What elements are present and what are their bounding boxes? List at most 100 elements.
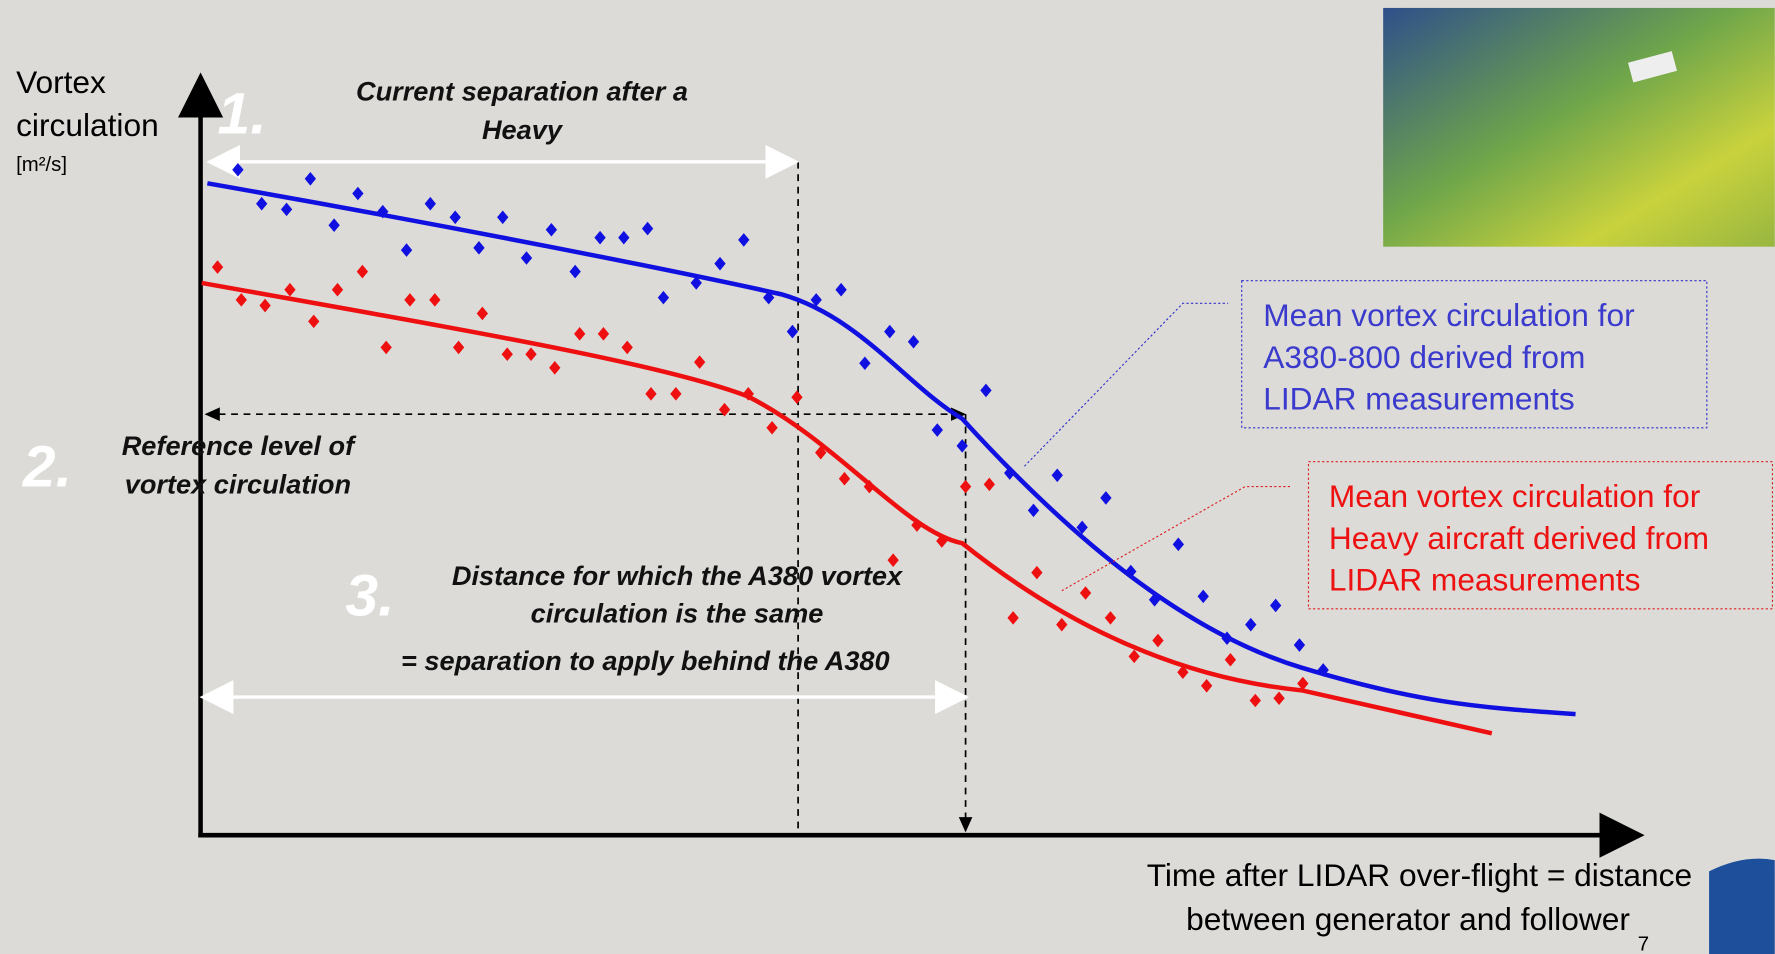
data-point (452, 340, 465, 355)
step-number: 1. (218, 82, 267, 147)
data-point (259, 298, 271, 313)
annotation: Distance for which the A380 vortex (452, 560, 904, 591)
data-point (284, 282, 296, 297)
data-point (690, 276, 702, 290)
data-point (328, 218, 340, 232)
data-point (956, 439, 968, 453)
data-point (280, 202, 293, 217)
annotation: Reference level of (122, 430, 357, 461)
data-point (1197, 589, 1209, 604)
y-unit: [m²/s] (16, 154, 67, 176)
data-point (211, 260, 224, 274)
data-point (1031, 565, 1043, 580)
heavy-leader (1061, 486, 1291, 592)
data-point (1273, 691, 1285, 706)
data-point (907, 334, 920, 349)
legend-line: LIDAR measurements (1329, 562, 1641, 598)
data-point (569, 264, 581, 279)
data-point (1076, 520, 1088, 535)
data-point (738, 233, 750, 247)
data-point (714, 256, 726, 271)
y-label: circulation (16, 107, 159, 143)
data-point (352, 186, 364, 201)
data-point (429, 293, 441, 307)
data-point (400, 243, 413, 257)
data-point (331, 282, 344, 297)
data-point (1148, 592, 1161, 607)
data-point (501, 347, 513, 362)
data-point (1104, 611, 1117, 625)
data-point (1079, 586, 1092, 600)
data-point (549, 361, 561, 375)
data-point (256, 196, 268, 211)
data-point (1293, 638, 1306, 652)
data-point (380, 340, 392, 355)
guide-lines (204, 161, 973, 836)
legend-line: LIDAR measurements (1263, 381, 1575, 417)
data-point (670, 387, 682, 401)
data-point (959, 479, 972, 494)
data-point (980, 383, 992, 398)
data-point (838, 471, 851, 486)
data-point (1007, 611, 1019, 625)
data-point (1128, 649, 1140, 664)
heavy-legend-box (1307, 461, 1774, 610)
data-point (1245, 617, 1257, 632)
annotation: = separation to apply behind the A380 (401, 645, 890, 676)
data-point (835, 282, 847, 297)
data-point (404, 293, 416, 307)
data-point (766, 420, 778, 435)
data-point (308, 314, 320, 329)
data-point (497, 210, 509, 225)
data-point (931, 423, 943, 437)
data-point (597, 327, 610, 341)
data-point (1027, 503, 1040, 518)
annotation: Heavy (482, 114, 564, 145)
data-point (525, 347, 537, 362)
legend-line: Mean vortex circulation for (1329, 478, 1701, 514)
data-point (887, 553, 899, 567)
legend-line: Mean vortex circulation for (1263, 297, 1635, 333)
data-point (1152, 633, 1164, 648)
legend-line: A380-800 derived from (1263, 339, 1585, 375)
data-point (1056, 617, 1068, 632)
x-label: Time after LIDAR over-flight = distance (1147, 857, 1692, 893)
step-number: 2. (22, 435, 72, 500)
data-point (641, 221, 654, 236)
data-point (1224, 652, 1237, 667)
heavy-curve (201, 280, 1493, 736)
data-point (476, 306, 489, 321)
data-point (645, 387, 657, 401)
legend-line: Heavy aircraft derived from (1329, 520, 1709, 556)
data-point (449, 210, 461, 225)
annotation: circulation is the same (531, 597, 824, 628)
data-point (356, 264, 369, 279)
data-point (983, 477, 996, 492)
a380-leader (1024, 302, 1229, 467)
data-point (621, 340, 633, 355)
logo (1709, 858, 1775, 954)
a380-curve (206, 181, 1576, 717)
data-point (1249, 693, 1261, 708)
data-point (424, 196, 436, 211)
photo (1383, 7, 1775, 247)
y-label: Vortex (16, 64, 106, 100)
data-point (520, 251, 533, 265)
data-point (1177, 665, 1189, 680)
data-point (1270, 598, 1282, 613)
data-point (693, 355, 706, 369)
data-point (232, 162, 244, 177)
data-point (594, 230, 606, 245)
data-point (304, 172, 317, 186)
data-point (657, 290, 670, 305)
data-point (1200, 679, 1213, 693)
data-point (235, 293, 247, 307)
data-point (810, 293, 822, 307)
step-number: 3. (345, 564, 394, 629)
annotation: Current separation after a (356, 76, 688, 107)
data-point (1297, 676, 1309, 691)
data-point (1100, 491, 1112, 505)
data-point (473, 241, 485, 255)
